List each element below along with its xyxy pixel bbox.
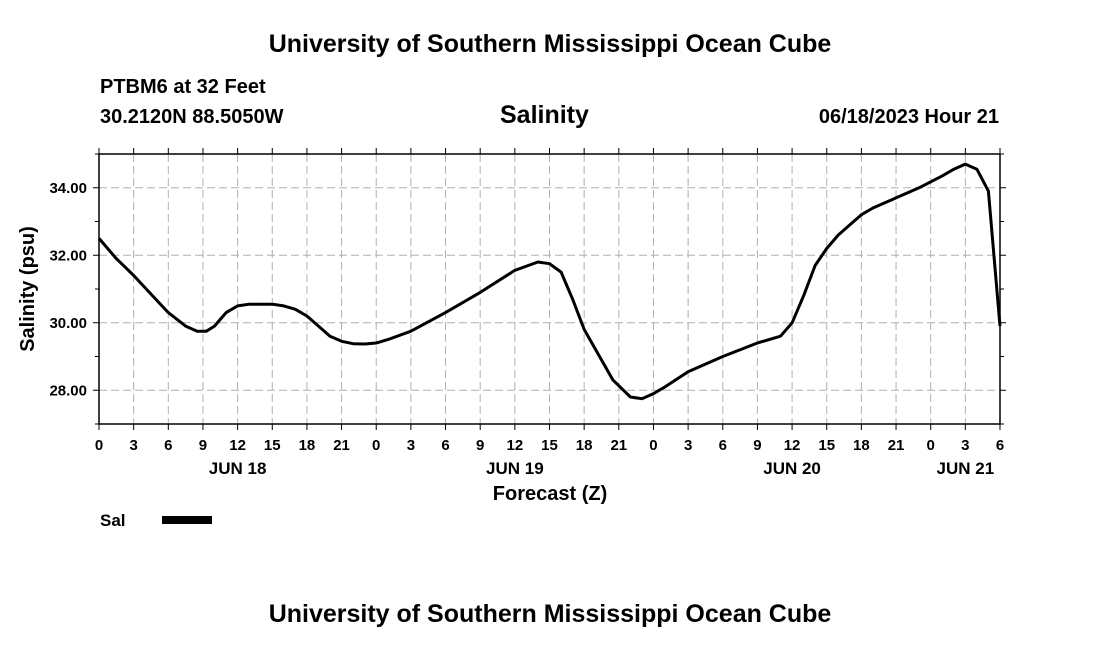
x-tick-label: 9	[753, 437, 761, 454]
date-label: JUN 18	[209, 459, 267, 478]
chart-title-top: University of Southern Mississippi Ocean…	[268, 30, 832, 58]
y-tick-label: 30.00	[49, 315, 87, 332]
x-tick-label: 9	[199, 437, 207, 454]
legend-swatch	[162, 516, 212, 524]
x-tick-label: 3	[684, 437, 692, 454]
x-tick-label: 6	[164, 437, 172, 454]
x-tick-label: 21	[333, 437, 350, 454]
x-tick-label: 9	[476, 437, 484, 454]
grid-lines	[99, 154, 1000, 424]
x-tick-label: 0	[927, 437, 935, 454]
date-label: JUN 21	[937, 459, 995, 478]
x-tick-label: 6	[996, 437, 1004, 454]
x-tick-label: 18	[299, 437, 316, 454]
x-tick-label: 15	[264, 437, 281, 454]
legend-label: Sal	[100, 511, 126, 530]
plot-frame	[98, 153, 1001, 425]
x-tick-label: 15	[818, 437, 835, 454]
date-labels: JUN 18 JUN 19 JUN 20 JUN 21	[209, 459, 994, 478]
forecast-datetime: 06/18/2023 Hour 21	[818, 106, 999, 128]
x-tick-label: 0	[95, 437, 103, 454]
x-tick-label: 21	[888, 437, 905, 454]
y-tick-labels: 28.00 30.00 32.00 34.00	[49, 180, 87, 400]
y-tick-label: 34.00	[49, 180, 87, 197]
y-axis-label: Salinity (psu)	[17, 226, 39, 352]
x-tick-label: 3	[961, 437, 969, 454]
x-tick-labels: 0 3 6 9 12 15 18 21 0 3 6 9 12 15 18 21 0 3 6 9 12 15 18 21 0 3 6	[95, 437, 1004, 454]
x-tick-label: 18	[853, 437, 870, 454]
plot-title: Salinity	[500, 101, 589, 129]
x-tick-label: 0	[649, 437, 657, 454]
x-axis-label: Forecast (Z)	[493, 483, 607, 505]
station-coords: 30.2120N 88.5050W	[100, 106, 284, 128]
x-tick-label: 6	[441, 437, 449, 454]
x-tick-label: 0	[372, 437, 380, 454]
date-label: JUN 20	[763, 459, 821, 478]
x-tick-label: 3	[407, 437, 415, 454]
series-line-sal	[97, 162, 1002, 401]
x-tick-label: 21	[610, 437, 627, 454]
x-tick-label: 15	[541, 437, 558, 454]
x-tick-label: 12	[784, 437, 801, 454]
y-tick-label: 28.00	[49, 382, 87, 399]
chart-title-bottom: University of Southern Mississippi Ocean…	[268, 600, 832, 628]
x-tick-label: 18	[576, 437, 593, 454]
x-tick-label: 3	[129, 437, 137, 454]
station-label: PTBM6 at 32 Feet	[100, 76, 266, 98]
x-tick-label: 12	[229, 437, 246, 454]
x-tick-label: 6	[719, 437, 727, 454]
y-tick-label: 32.00	[49, 247, 87, 264]
date-label: JUN 19	[486, 459, 544, 478]
axis-ticks	[93, 148, 1006, 430]
x-tick-label: 12	[507, 437, 524, 454]
